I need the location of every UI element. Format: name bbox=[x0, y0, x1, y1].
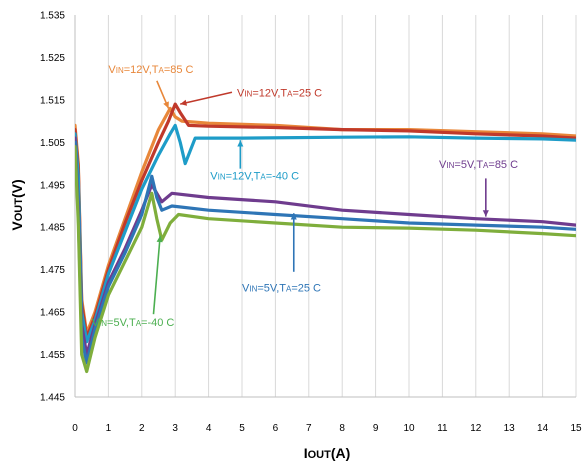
annotation-arrow-head bbox=[237, 140, 244, 147]
annotation-1: VIN=12V,TA=85 C bbox=[108, 64, 194, 109]
annotation-label: VIN=5V,TA=85 C bbox=[439, 159, 518, 171]
x-tick-label: 7 bbox=[306, 423, 312, 434]
vertical-gridlines bbox=[74, 15, 577, 397]
y-tick-label: 1.495 bbox=[40, 180, 65, 191]
annotation-label: VIN=5V,TA=-40 C bbox=[92, 317, 175, 329]
x-tick-label: 2 bbox=[139, 423, 145, 434]
y-tick-label: 1.455 bbox=[40, 350, 65, 361]
annotation-arrow-head bbox=[156, 235, 163, 243]
annotation-3: VIN=12V,TA=-40 C bbox=[210, 140, 299, 183]
annotations: VIN=12V,TA=85 C VIN=12V,TA=25 C VIN=12V,TA… bbox=[92, 64, 518, 329]
x-tick-label: 9 bbox=[373, 423, 379, 434]
series-line-3 bbox=[75, 123, 576, 344]
x-tick-label: 13 bbox=[504, 423, 516, 434]
x-tick-label: 12 bbox=[470, 423, 482, 434]
y-tick-label: 1.515 bbox=[40, 95, 65, 106]
y-tick-label: 1.475 bbox=[40, 265, 65, 276]
y-tick-label: 1.445 bbox=[40, 393, 65, 404]
x-tick-label: 14 bbox=[537, 423, 549, 434]
y-tick-label: 1.535 bbox=[40, 11, 65, 22]
annotation-5: VIN=5V,TA=25 C bbox=[242, 213, 321, 294]
x-tick-label: 4 bbox=[206, 423, 212, 434]
x-axis-title: IOUT(A) bbox=[304, 445, 351, 461]
x-tick-label: 3 bbox=[172, 423, 178, 434]
annotation-arrow-head bbox=[290, 213, 297, 220]
annotation-label: VIN=12V,TA=-40 C bbox=[210, 171, 299, 183]
y-axis-title: VOUT(V) bbox=[9, 179, 25, 230]
x-tick-label: 15 bbox=[570, 423, 582, 434]
annotation-arrow-head bbox=[163, 101, 169, 109]
x-tick-label: 11 bbox=[437, 423, 448, 434]
x-tick-label: 8 bbox=[339, 423, 345, 434]
x-tick-label: 10 bbox=[403, 423, 415, 434]
x-tick-labels: 0 1 2 3 4 5 6 7 8 9 10 11 12 13 14 15 bbox=[72, 423, 582, 434]
annotation-label: VIN=5V,TA=25 C bbox=[242, 282, 321, 294]
annotation-6: VIN=5V,TA=-40 C bbox=[92, 235, 175, 329]
x-tick-label: 5 bbox=[239, 423, 245, 434]
plot-area-frame bbox=[74, 15, 576, 398]
x-tick-label: 1 bbox=[106, 423, 112, 434]
y-tick-label: 1.465 bbox=[40, 308, 65, 319]
annotation-label: VIN=12V,TA=25 C bbox=[237, 87, 322, 99]
series-layer bbox=[75, 102, 576, 374]
y-tick-labels: 1.445 1.455 1.465 1.475 1.485 1.495 1.505 1.515… bbox=[40, 11, 65, 404]
annotation-arrow-line bbox=[180, 91, 233, 105]
annotation-label: VIN=12V,TA=85 C bbox=[108, 64, 193, 76]
annotation-arrow-head bbox=[180, 99, 188, 106]
y-tick-label: 1.525 bbox=[40, 53, 65, 64]
series-line-6 bbox=[75, 145, 576, 374]
annotation-2: VIN=12V,TA=25 C bbox=[180, 87, 322, 106]
x-tick-label: 6 bbox=[273, 423, 279, 434]
series-line-5 bbox=[75, 140, 576, 365]
annotation-arrow-head bbox=[482, 210, 489, 217]
y-tick-label: 1.505 bbox=[40, 138, 65, 149]
x-tick-label: 0 bbox=[72, 423, 78, 434]
y-tick-label: 1.485 bbox=[40, 223, 65, 234]
annotation-4: VIN=5V,TA=85 C bbox=[439, 159, 518, 217]
annotation-arrow-line bbox=[152, 235, 161, 315]
